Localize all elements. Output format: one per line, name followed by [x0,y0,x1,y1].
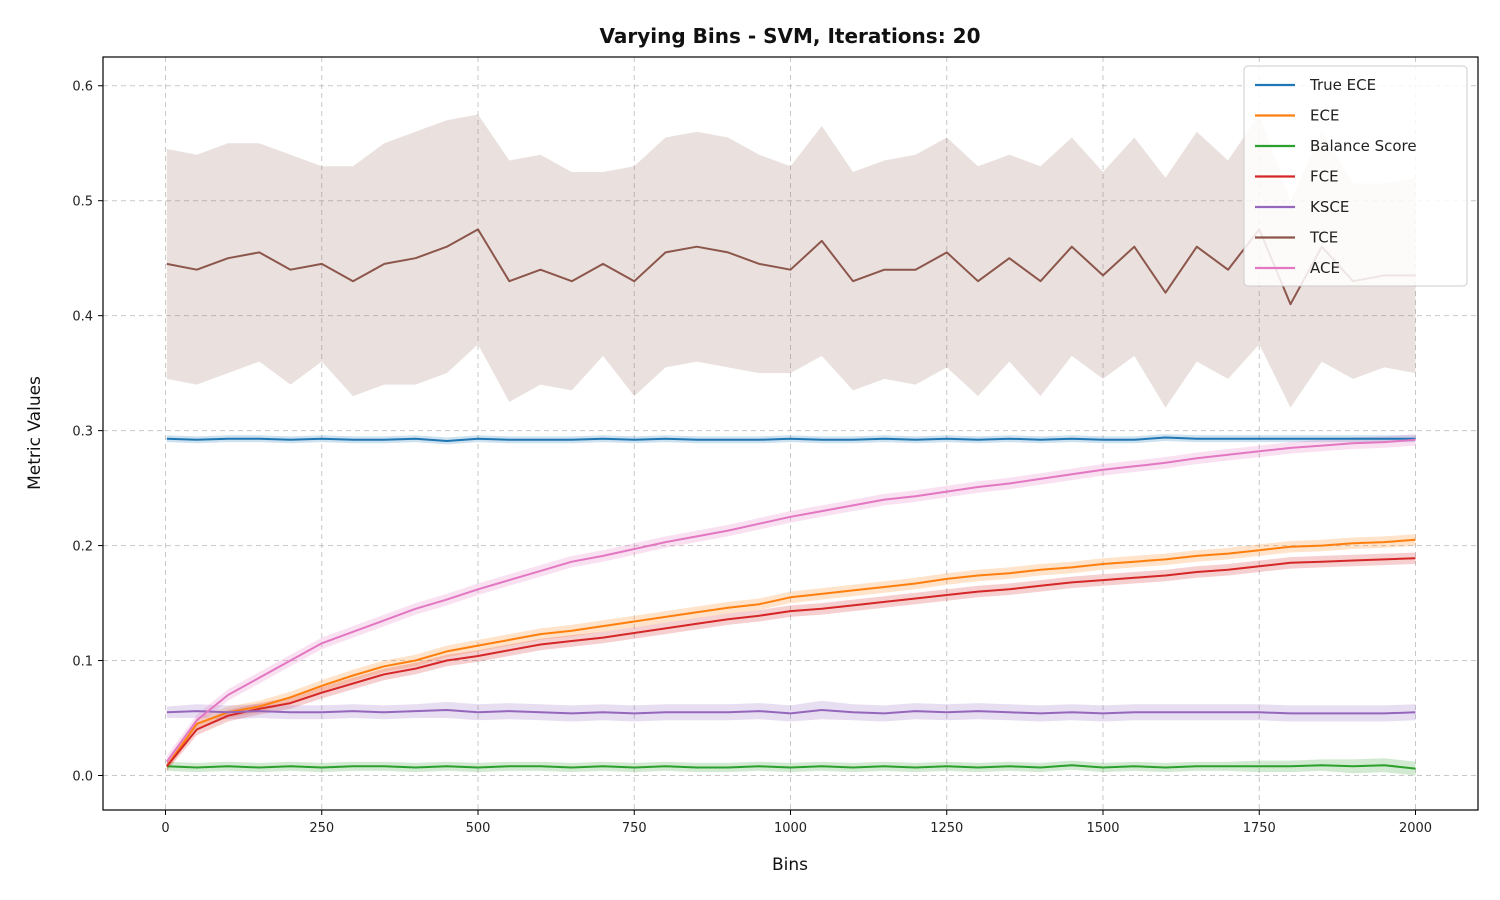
band-ksce [166,700,1416,722]
line-ksce [166,709,1416,715]
legend: True ECE ECE Balance Score FCE KSCE TCE ACE [1243,65,1468,287]
y-tick-label: 0.4 [72,310,93,325]
legend-label-ece: ECE [1310,107,1339,125]
y-tick-label: 0.3 [72,425,93,440]
confidence-bands [166,114,1416,776]
y-axis-label: Metric Values [25,376,45,490]
legend-label-fce: FCE [1310,168,1339,186]
line-ece [165,538,1416,767]
legend-label-ksce: KSCE [1310,198,1349,216]
x-tick-label: 1250 [930,821,963,836]
band-tce [166,114,1416,408]
legend-label-tce: TCE [1309,229,1338,247]
y-tick-label: 0.6 [72,80,93,95]
y-tick-label: 0.2 [72,540,93,555]
y-axis-ticks: 0.0 0.1 0.2 0.3 0.4 0.5 0.6 [72,80,103,785]
line-true-ece [166,436,1416,442]
x-axis-ticks: 0 250 500 750 1000 1250 1500 1750 2000 [161,810,1432,836]
legend-box [1243,65,1468,287]
line-tce [166,228,1416,306]
legend-label-true-ece: True ECE [1309,76,1376,94]
line-balance-score [166,764,1416,770]
line-ace [165,438,1416,763]
line-fce [166,557,1416,767]
x-tick-label: 2000 [1399,821,1432,836]
x-axis-label: Bins [772,855,808,875]
y-tick-label: 0.0 [72,770,93,785]
x-tick-label: 1500 [1086,821,1119,836]
legend-label-balance-score: Balance Score [1310,137,1417,155]
y-tick-label: 0.1 [72,655,93,670]
chart-title: Varying Bins - SVM, Iterations: 20 [600,24,981,48]
legend-label-ace: ACE [1310,259,1340,277]
series-lines [165,228,1416,770]
x-tick-label: 0 [161,821,169,836]
x-tick-label: 250 [309,821,334,836]
x-tick-label: 1000 [774,821,807,836]
x-tick-label: 500 [466,821,491,836]
x-tick-label: 750 [622,821,647,836]
y-tick-label: 0.5 [72,195,93,210]
x-tick-label: 1750 [1243,821,1276,836]
